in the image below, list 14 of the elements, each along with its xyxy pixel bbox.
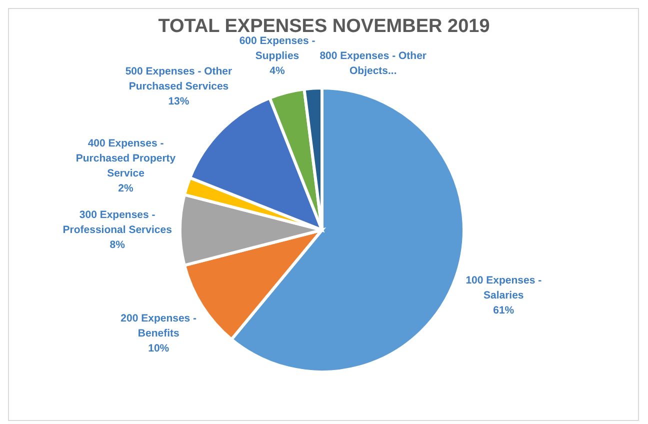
slice-label: 500 Expenses - Other Purchased Services [125, 66, 232, 93]
slice-label: 400 Expenses - Purchased Property Service [76, 138, 176, 180]
slice-label: 600 Expenses - Supplies [239, 34, 316, 62]
data-label: 8% [110, 239, 126, 251]
slice-label: 800 Expenses - Other Objects... [320, 50, 427, 77]
data-label: 13% [168, 96, 190, 108]
data-label: 10% [148, 342, 170, 355]
slice-label: 100 Expenses - Salaries [466, 274, 542, 302]
slice-label: 300 Expenses - Professional Services [62, 209, 172, 236]
data-label: 2% [118, 182, 134, 195]
data-label: 61% [493, 304, 515, 316]
data-label: 4% [270, 64, 286, 77]
slice-label: 200 Expenses - Benefits [120, 312, 198, 340]
chart-title: TOTAL EXPENSES NOVEMBER 2019 [158, 16, 490, 37]
